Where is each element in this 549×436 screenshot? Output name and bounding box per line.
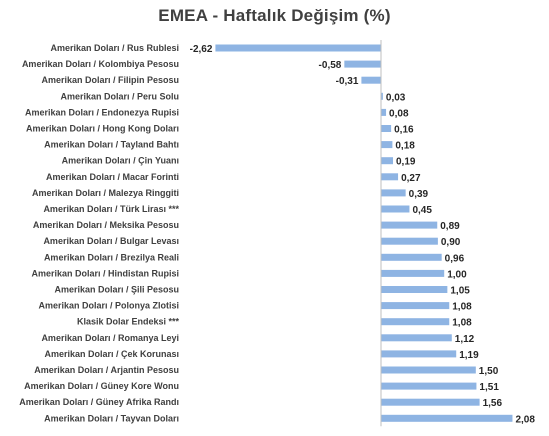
bar bbox=[381, 366, 476, 374]
category-label: Amerikan Doları / Malezya Ringgiti bbox=[32, 188, 179, 198]
data-label: -2,62 bbox=[190, 44, 213, 55]
category-label: Amerikan Doları / Peru Solu bbox=[60, 91, 179, 101]
category-label: Amerikan Doları / Macar Forinti bbox=[46, 172, 179, 182]
category-label: Amerikan Doları / Çin Yuanı bbox=[62, 156, 179, 166]
bar bbox=[381, 398, 480, 406]
data-label: 1,00 bbox=[447, 269, 467, 280]
category-label: Amerikan Doları / Arjantin Pesosu bbox=[34, 365, 179, 375]
bar bbox=[381, 108, 387, 116]
category-label: Amerikan Doları / Brezilya Reali bbox=[44, 252, 179, 262]
category-label: Amerikan Doları / Türk Lirası *** bbox=[43, 204, 179, 214]
data-label: 1,19 bbox=[459, 350, 479, 361]
bar bbox=[381, 286, 448, 293]
category-label: Amerikan Doları / Hindistan Rupisi bbox=[31, 268, 179, 278]
category-label: Amerikan Doları / Güney Kore Wonu bbox=[24, 381, 179, 391]
bar bbox=[381, 334, 452, 342]
data-label: 0,16 bbox=[394, 125, 414, 136]
data-label: 0,27 bbox=[401, 173, 421, 184]
bar bbox=[381, 302, 450, 310]
category-label: Amerikan Doları / Endonezya Rupisi bbox=[25, 107, 179, 117]
data-label: 0,39 bbox=[409, 189, 429, 200]
bar bbox=[381, 92, 383, 100]
data-label: 0,08 bbox=[389, 108, 409, 119]
category-label: Amerikan Doları / Bulgar Levası bbox=[43, 236, 179, 246]
data-label: 1,05 bbox=[450, 286, 470, 297]
category-label: Amerikan Doları / Güney Afrika Randı bbox=[19, 397, 179, 407]
bar bbox=[344, 60, 381, 68]
category-label: Amerikan Doları / Hong Kong Doları bbox=[26, 124, 179, 134]
bar bbox=[215, 44, 381, 52]
bar bbox=[361, 76, 381, 84]
bar bbox=[381, 205, 410, 213]
data-label: 1,08 bbox=[452, 318, 472, 329]
data-label: 0,19 bbox=[396, 157, 416, 168]
bar bbox=[381, 125, 392, 132]
bar bbox=[381, 157, 394, 165]
category-label: Amerikan Doları / Meksika Pesosu bbox=[33, 220, 179, 230]
data-label: 1,51 bbox=[479, 382, 499, 393]
category-label: Amerikan Doları / Polonya Zlotisi bbox=[38, 301, 179, 311]
data-label: 1,12 bbox=[455, 334, 475, 345]
bar bbox=[381, 141, 393, 149]
data-label: 1,50 bbox=[479, 366, 499, 377]
data-label: 1,56 bbox=[483, 398, 503, 409]
data-label: 1,08 bbox=[452, 302, 472, 313]
bar bbox=[381, 189, 406, 197]
category-label: Amerikan Doları / Şili Pesosu bbox=[54, 285, 179, 295]
bar bbox=[381, 318, 450, 326]
category-label: Amerikan Doları / Çek Korunası bbox=[44, 349, 179, 359]
category-label: Amerikan Doları / Romanya Leyi bbox=[41, 333, 179, 343]
data-label: -0,31 bbox=[336, 76, 359, 87]
bar bbox=[381, 269, 445, 277]
bar bbox=[381, 350, 457, 358]
data-label: 2,08 bbox=[515, 414, 535, 425]
bar bbox=[381, 221, 438, 229]
data-label: 0,89 bbox=[440, 221, 460, 232]
category-label: Amerikan Doları / Tayvan Doları bbox=[44, 413, 179, 423]
chart-title: EMEA - Haftalık Değişim (%) bbox=[158, 6, 391, 25]
category-label: Amerikan Doları / Rus Rublesi bbox=[50, 43, 179, 53]
bar bbox=[381, 253, 442, 261]
bar bbox=[381, 382, 477, 390]
category-label: Amerikan Doları / Filipin Pesosu bbox=[41, 75, 179, 85]
data-label: 0,90 bbox=[441, 237, 461, 248]
category-label: Amerikan Doları / Tayland Bahtı bbox=[44, 140, 179, 150]
bar bbox=[381, 237, 438, 245]
data-label: -0,58 bbox=[319, 60, 342, 71]
data-label: 0,03 bbox=[386, 92, 406, 103]
category-label: Klasik Dolar Endeksi *** bbox=[77, 317, 180, 327]
data-label: 0,18 bbox=[395, 141, 415, 152]
data-label: 0,45 bbox=[412, 205, 432, 216]
bar bbox=[381, 173, 399, 181]
category-label: Amerikan Doları / Kolombiya Pesosu bbox=[22, 59, 179, 69]
data-label: 0,96 bbox=[445, 253, 465, 264]
bar bbox=[381, 414, 513, 422]
